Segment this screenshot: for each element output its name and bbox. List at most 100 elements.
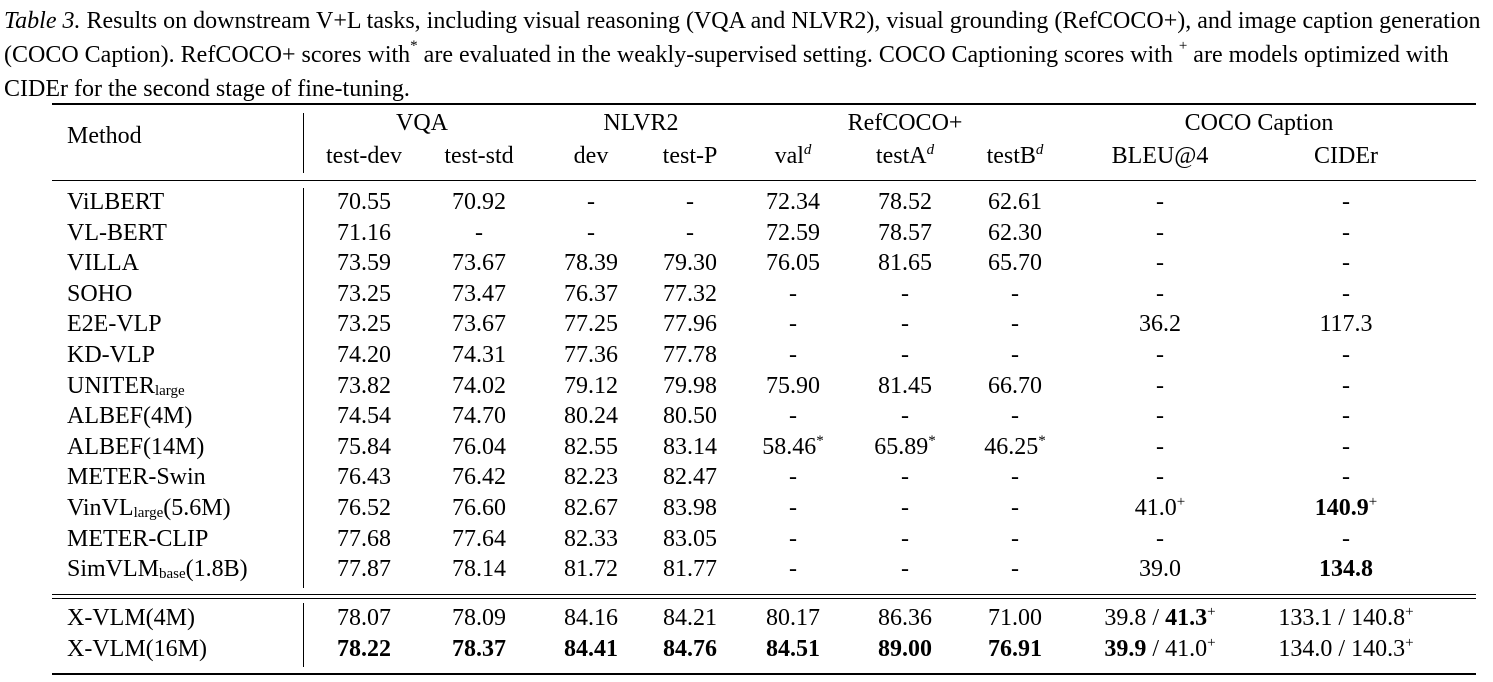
table-cell: 82.55 bbox=[564, 433, 618, 460]
top-rule bbox=[52, 103, 1476, 105]
header-subcol: testBd bbox=[986, 142, 1044, 170]
table-cell: - bbox=[1156, 280, 1164, 307]
table-cell: 78.52 bbox=[878, 189, 932, 215]
table-cell: 73.67 bbox=[452, 311, 506, 338]
table-cell: 41.0+ bbox=[1134, 494, 1186, 522]
row-method: VinVLlarge(5.6M) bbox=[67, 495, 231, 521]
header-subcol: vald bbox=[774, 142, 812, 170]
table-cell: 73.47 bbox=[452, 280, 506, 307]
row-method: ALBEF(14M) bbox=[67, 433, 205, 460]
caption-plus: + bbox=[1178, 38, 1188, 54]
table-cell: 73.25 bbox=[337, 280, 391, 307]
table-cell: 74.02 bbox=[452, 372, 506, 399]
table-cell: - bbox=[686, 189, 694, 215]
table-cell: 65.70 bbox=[988, 250, 1042, 277]
header-group: COCO Caption bbox=[1184, 110, 1334, 136]
table-cell: 76.37 bbox=[564, 280, 618, 307]
table-cell: 84.76 bbox=[663, 636, 717, 662]
table-cell: 80.50 bbox=[663, 403, 717, 430]
table-cell: - bbox=[901, 525, 909, 552]
table-cell: - bbox=[1156, 342, 1164, 368]
row-method: VL-BERT bbox=[67, 219, 167, 246]
table-cell: - bbox=[1342, 433, 1350, 460]
table-cell: - bbox=[789, 311, 797, 338]
table-cell: - bbox=[901, 495, 909, 521]
table-cell: - bbox=[901, 311, 909, 338]
table-cell: - bbox=[1342, 189, 1350, 215]
table-cell: 80.17 bbox=[766, 605, 820, 631]
row-method: ViLBERT bbox=[67, 189, 165, 215]
header-subcol: dev bbox=[573, 143, 609, 169]
table-cell: 73.25 bbox=[337, 311, 391, 338]
table-cell: 74.31 bbox=[452, 342, 506, 368]
table-cell: 77.32 bbox=[663, 280, 717, 307]
row-method: METER-Swin bbox=[67, 464, 206, 491]
table-cell: 82.67 bbox=[564, 495, 618, 521]
table-cell: 76.91 bbox=[988, 636, 1042, 662]
header-subcol: CIDEr bbox=[1314, 143, 1378, 169]
table-cell: 77.96 bbox=[663, 311, 717, 338]
row-method: E2E-VLP bbox=[67, 311, 162, 338]
table-cell: - bbox=[1342, 219, 1350, 246]
table-cell: 81.45 bbox=[878, 372, 932, 399]
table-cell: 77.25 bbox=[564, 311, 618, 338]
table-cell: 83.05 bbox=[663, 525, 717, 552]
table-cell: 134.8 bbox=[1319, 556, 1373, 583]
header-rule bbox=[52, 180, 1476, 181]
table-cell: - bbox=[1156, 250, 1164, 277]
table-cell: 76.04 bbox=[452, 433, 506, 460]
table-cell: - bbox=[1011, 311, 1019, 338]
table-cell: - bbox=[1342, 342, 1350, 368]
table-cell: 79.30 bbox=[663, 250, 717, 277]
mid-rule-1 bbox=[52, 594, 1476, 595]
table-cell: 81.72 bbox=[564, 556, 618, 583]
table-cell: 77.68 bbox=[337, 525, 391, 552]
caption-text-2: are evaluated in the weakly-supervised s… bbox=[423, 42, 1173, 68]
table-cell: - bbox=[587, 219, 595, 246]
table-cell: 140.9+ bbox=[1314, 494, 1378, 522]
table-cell: 39.9 / 41.0+ bbox=[1104, 635, 1216, 663]
table-cell: 77.64 bbox=[452, 525, 506, 552]
table-cell: - bbox=[1342, 464, 1350, 491]
row-method: SimVLMbase(1.8B) bbox=[67, 556, 248, 583]
table-cell: - bbox=[1011, 403, 1019, 430]
table-cell: 134.0 / 140.3+ bbox=[1278, 635, 1414, 663]
table-cell: 73.59 bbox=[337, 250, 391, 277]
table-cell: 58.46* bbox=[762, 432, 824, 460]
table-cell: 75.90 bbox=[766, 372, 820, 399]
row-method: VILLA bbox=[67, 250, 139, 277]
row-method: X-VLM(16M) bbox=[67, 636, 207, 662]
table-cell: - bbox=[1156, 189, 1164, 215]
table-cell: 62.30 bbox=[988, 219, 1042, 246]
row-method: METER-CLIP bbox=[67, 525, 209, 552]
table-cell: - bbox=[901, 556, 909, 583]
table-cell: 74.20 bbox=[337, 342, 391, 368]
table-cell: - bbox=[1342, 372, 1350, 399]
table-cell: - bbox=[1011, 556, 1019, 583]
table-cell: 84.41 bbox=[564, 636, 618, 662]
table-cell: 66.70 bbox=[988, 372, 1042, 399]
method-divider bbox=[303, 113, 304, 173]
table-cell: 83.14 bbox=[663, 433, 717, 460]
table-cell: - bbox=[901, 464, 909, 491]
caption-text-3: are models optimized with CIDEr for the … bbox=[4, 42, 1449, 102]
row-method: ALBEF(4M) bbox=[67, 403, 193, 430]
table-cell: 81.77 bbox=[663, 556, 717, 583]
table-cell: 78.07 bbox=[337, 605, 391, 631]
table-cell: 73.67 bbox=[452, 250, 506, 277]
table-cell: 77.87 bbox=[337, 556, 391, 583]
table-cell: - bbox=[901, 342, 909, 368]
bottom-rule bbox=[52, 673, 1476, 675]
table-cell: - bbox=[587, 189, 595, 215]
header-subcol: testAd bbox=[875, 142, 935, 170]
table-cell: 78.37 bbox=[452, 636, 506, 662]
caption-label: Table 3. bbox=[4, 8, 81, 34]
method-divider-ours bbox=[303, 603, 304, 667]
table-cell: 75.84 bbox=[337, 433, 391, 460]
table-cell: 76.05 bbox=[766, 250, 820, 277]
table-cell: 82.23 bbox=[564, 464, 618, 491]
table-cell: 78.39 bbox=[564, 250, 618, 277]
table-cell: - bbox=[1011, 342, 1019, 368]
table-cell: 83.98 bbox=[663, 495, 717, 521]
table-cell: - bbox=[1156, 403, 1164, 430]
